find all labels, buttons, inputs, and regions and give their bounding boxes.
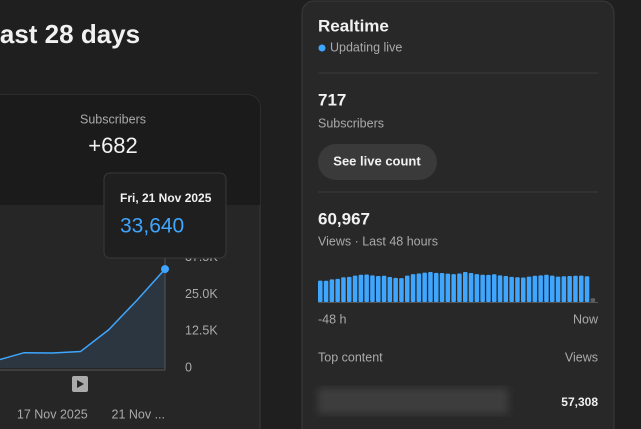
- bar: [480, 274, 485, 302]
- y-tick-label: 25.0K: [185, 287, 218, 301]
- live-count-button-label[interactable]: See live count: [333, 153, 421, 168]
- bar: [451, 274, 456, 302]
- bar: [550, 275, 555, 302]
- bar: [503, 275, 509, 302]
- bar: [422, 272, 427, 302]
- bar: [567, 275, 572, 302]
- live-status: Updating live: [330, 40, 402, 54]
- bar: [555, 276, 561, 302]
- bar: [376, 275, 381, 302]
- bar: [544, 274, 549, 302]
- bar: [439, 273, 445, 302]
- page-title: Last 28 days: [0, 19, 140, 49]
- bar: [579, 275, 584, 302]
- bar: [434, 272, 439, 302]
- views-value: 60,967: [318, 209, 370, 228]
- metric-value: +682: [88, 133, 138, 158]
- bar: [492, 274, 497, 302]
- bar: [323, 280, 329, 302]
- bar: [497, 275, 503, 302]
- top-content-label: Top content: [318, 350, 383, 364]
- bar: [405, 275, 410, 302]
- bar: [364, 274, 369, 302]
- bar: [352, 275, 358, 302]
- x-tick-label: 21 Nov ...: [112, 407, 166, 421]
- tooltip-value: 33,640: [120, 215, 184, 238]
- bar: [521, 277, 526, 302]
- bar: [335, 278, 340, 302]
- bar: [445, 273, 451, 302]
- top-item-views: 57,308: [561, 395, 598, 409]
- bar-start-label: -48 h: [318, 312, 347, 326]
- bar: [387, 277, 393, 302]
- bar: [410, 274, 416, 302]
- views-label: Views · Last 48 hours: [318, 234, 438, 248]
- bar: [526, 276, 532, 302]
- bar: [468, 273, 474, 302]
- bar: [590, 298, 596, 302]
- subscribers-value: 717: [318, 90, 346, 109]
- bar: [457, 273, 462, 302]
- bar-end-label: Now: [573, 312, 599, 326]
- bar: [509, 276, 514, 302]
- realtime-title: Realtime: [318, 16, 389, 35]
- bar: [381, 275, 387, 302]
- tooltip: Fri, 21 Nov 2025 33,640: [103, 172, 227, 259]
- bar: [358, 274, 364, 302]
- bar: [329, 279, 335, 302]
- bar: [532, 275, 538, 302]
- bar: [399, 278, 404, 302]
- bar: [486, 274, 491, 302]
- point: [161, 265, 169, 274]
- bar: [474, 274, 480, 302]
- live-count-button[interactable]: [318, 144, 437, 180]
- bar: [561, 276, 567, 302]
- bar: [416, 273, 422, 302]
- bar: [393, 277, 398, 302]
- metric-label: Subscribers: [80, 112, 146, 126]
- bar: [370, 275, 375, 302]
- bar: [341, 277, 346, 302]
- bar: [538, 275, 543, 302]
- line-area: [0, 269, 165, 368]
- realtime-card: [301, 0, 615, 429]
- top-content-views-label: Views: [565, 350, 598, 364]
- bar: [515, 277, 520, 302]
- y-tick-label: 12.5K: [185, 324, 218, 338]
- tooltip-date: Fri, 21 Nov 2025: [120, 191, 212, 205]
- bar: [573, 275, 578, 302]
- line: [0, 268, 166, 361]
- bar-chart: [318, 272, 596, 302]
- bar: [318, 280, 323, 302]
- play-icon: [77, 380, 84, 388]
- x-tick-label: 17 Nov 2025: [17, 407, 88, 421]
- subscribers-label: Subscribers: [318, 116, 384, 130]
- bar: [428, 272, 433, 302]
- bar: [463, 272, 468, 302]
- live-dot: [318, 44, 326, 52]
- tooltip-box: [103, 172, 227, 259]
- bar: [347, 276, 352, 302]
- y-tick-label: 0: [185, 360, 192, 374]
- blurred-thumbnail[interactable]: [318, 388, 508, 414]
- bar: [584, 276, 590, 302]
